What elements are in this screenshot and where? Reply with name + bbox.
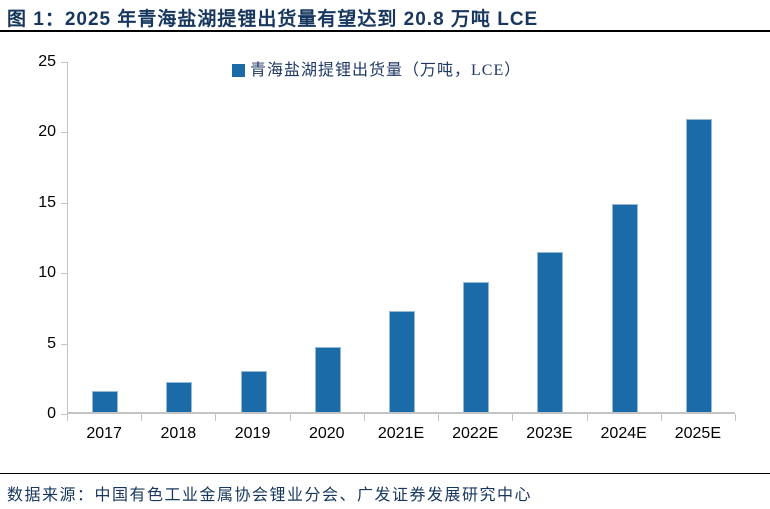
x-axis-label: 2024E [600, 425, 647, 442]
footer-rule [0, 473, 770, 474]
y-axis-tick [61, 343, 67, 345]
x-axis-label: 2020 [308, 425, 345, 442]
bar [389, 310, 415, 412]
y-axis-label: 15 [38, 193, 56, 211]
y-axis-tick [61, 132, 67, 134]
x-axis-label: 2023E [526, 425, 573, 442]
x-axis-tick [363, 414, 365, 421]
x-axis-tick [660, 414, 662, 421]
legend: 青海盐湖提锂出货量（万吨，LCE） [232, 61, 521, 80]
y-axis-tick [61, 414, 67, 415]
figure-title: 图 1：2025 年青海盐湖提锂出货量有望达到 20.8 万吨 LCE [7, 9, 539, 30]
bar-chart: 青海盐湖提锂出货量（万吨，LCE） 0 5 10 15 20 25 2017 2018 2019… [38, 53, 736, 442]
x-axis-tick [141, 414, 143, 421]
bar [537, 251, 564, 412]
plot-area [67, 62, 735, 414]
y-axis-label: 10 [38, 264, 56, 282]
bar [240, 371, 267, 412]
x-axis-label: 2022E [452, 425, 499, 442]
y-axis-tick [61, 273, 67, 275]
bar [685, 119, 712, 412]
y-axis-tick [61, 62, 67, 63]
x-axis-label: 2025E [674, 425, 721, 442]
legend-label: 青海盐湖提锂出货量（万吨，LCE） [250, 62, 522, 79]
y-axis-label: 25 [38, 53, 56, 70]
x-axis-tick [735, 414, 736, 421]
bar [314, 347, 341, 412]
bar [166, 382, 193, 412]
y-axis-tick [61, 202, 67, 204]
x-axis-tick [586, 414, 588, 421]
bar [92, 390, 119, 412]
bar [611, 203, 638, 412]
x-axis-label: 2019 [234, 425, 271, 442]
legend-swatch-icon [232, 64, 245, 77]
x-axis-label: 2018 [160, 425, 197, 442]
source-note: 数据来源：中国有色工业金属协会锂业分会、广发证券发展研究中心 [7, 487, 533, 504]
x-axis-tick [289, 414, 291, 421]
x-axis-tick [512, 414, 514, 421]
title-underline [0, 30, 770, 32]
x-axis-label: 2021E [377, 425, 425, 442]
y-axis-label: 20 [38, 123, 56, 141]
x-axis-tick [438, 414, 440, 421]
bar [463, 282, 490, 412]
y-axis-label: 0 [47, 405, 56, 422]
x-axis-label: 2017 [86, 425, 122, 442]
x-axis-tick [67, 414, 68, 421]
y-axis-label: 5 [47, 334, 56, 352]
x-axis-tick [215, 414, 217, 421]
